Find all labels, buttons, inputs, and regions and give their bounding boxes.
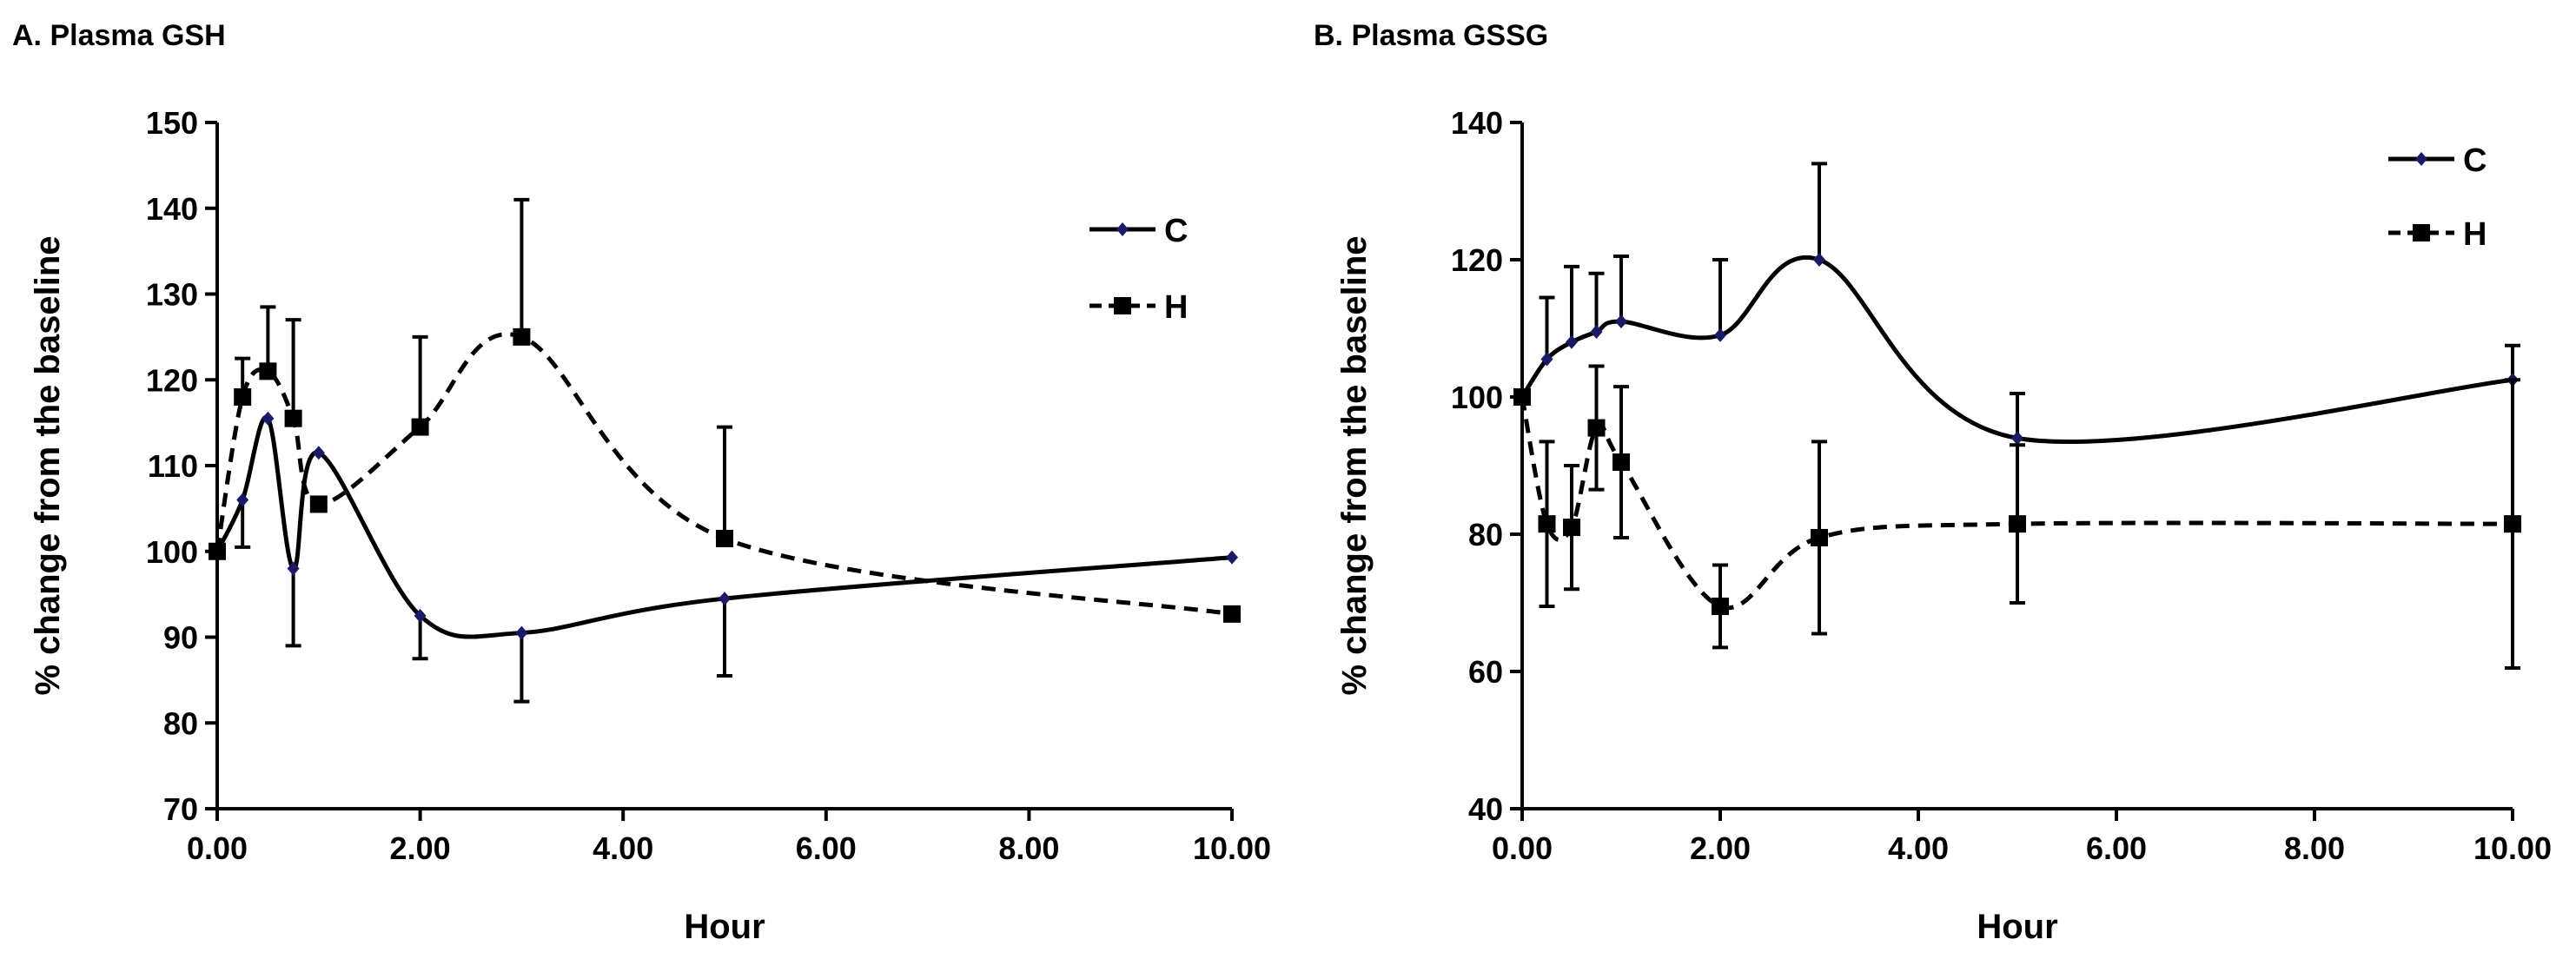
y-tick-label: 140 xyxy=(146,191,198,227)
data-point xyxy=(262,411,275,426)
x-tick-label: 0.00 xyxy=(1492,830,1553,866)
chart-title: A. Plasma GSH xyxy=(12,19,226,52)
x-tick-label: 2.00 xyxy=(390,830,451,866)
data-point xyxy=(1540,352,1553,367)
y-tick-label: 100 xyxy=(146,534,198,570)
series-c: C xyxy=(1516,142,2520,446)
y-axis-label: % change from the baseline xyxy=(29,235,67,695)
y-tick-label: 70 xyxy=(163,791,198,827)
data-point xyxy=(2009,515,2026,533)
y-tick-label: 150 xyxy=(146,105,198,141)
x-tick-label: 4.00 xyxy=(1888,830,1949,866)
series-c: C xyxy=(211,213,1238,704)
legend-label: H xyxy=(2463,216,2487,253)
x-tick-label: 4.00 xyxy=(593,830,653,866)
x-tick-label: 6.00 xyxy=(2086,830,2147,866)
data-point xyxy=(236,493,249,507)
data-point xyxy=(1714,327,1726,342)
data-point xyxy=(1513,388,1531,406)
data-point xyxy=(259,362,277,380)
legend-label: H xyxy=(1164,289,1188,326)
data-point xyxy=(1590,324,1603,339)
legend-label: C xyxy=(1164,213,1188,249)
x-tick-label: 2.00 xyxy=(1690,830,1751,866)
y-tick-label: 80 xyxy=(163,705,198,741)
y-axis-label: % change from the baseline xyxy=(1335,235,1374,695)
data-point xyxy=(1712,597,1729,615)
y-tick-label: 80 xyxy=(1468,517,1503,552)
x-tick-label: 10.00 xyxy=(1193,830,1271,866)
chart-title: B. Plasma GSSG xyxy=(1314,19,1548,52)
y-tick-label: 130 xyxy=(146,277,198,313)
series-h: H xyxy=(1513,216,2521,671)
series-line xyxy=(1520,396,2513,611)
y-tick-label: 60 xyxy=(1468,654,1503,690)
data-point xyxy=(716,529,733,547)
data-point xyxy=(1813,253,1825,267)
x-tick-label: 6.00 xyxy=(796,830,857,866)
y-tick-label: 100 xyxy=(1451,380,1503,415)
x-axis-label: Hour xyxy=(1977,908,2057,946)
data-point xyxy=(1538,515,1556,533)
legend-marker xyxy=(1114,297,1131,314)
y-tick-label: 140 xyxy=(1451,105,1503,141)
y-tick-label: 40 xyxy=(1468,791,1503,827)
data-point xyxy=(209,542,226,560)
data-point xyxy=(1587,419,1606,437)
x-tick-label: 8.00 xyxy=(998,830,1059,866)
data-point xyxy=(1566,334,1578,349)
x-tick-label: 10.00 xyxy=(2473,830,2552,866)
data-point xyxy=(515,625,528,640)
data-point xyxy=(284,409,302,427)
x-tick-label: 0.00 xyxy=(187,830,248,866)
data-point xyxy=(414,608,427,623)
legend-marker xyxy=(1116,222,1129,236)
data-point xyxy=(513,327,531,346)
panel-a: A. Plasma GSH 70 80 90 100 110 120 130 140 150 0.0… xyxy=(12,19,1271,946)
data-point xyxy=(1612,453,1630,472)
panel-b: B. Plasma GSSG 40 60 80 100 120 140 0.00 2.00 4.0… xyxy=(1314,19,2552,946)
data-point xyxy=(234,388,252,406)
legend-marker xyxy=(2415,152,2427,166)
data-point xyxy=(1615,314,1627,329)
data-point xyxy=(1811,528,1828,546)
legend-label: C xyxy=(2463,142,2487,179)
data-point xyxy=(1226,550,1238,565)
y-tick-label: 90 xyxy=(163,620,198,656)
legend-marker xyxy=(2413,224,2430,241)
data-point xyxy=(287,561,300,576)
x-axis-label: Hour xyxy=(684,908,765,946)
y-tick-label: 110 xyxy=(148,448,198,484)
data-point xyxy=(1223,605,1241,623)
data-point xyxy=(2011,431,2023,446)
data-point xyxy=(309,495,328,513)
series-h: H xyxy=(209,197,1241,623)
x-tick-label: 8.00 xyxy=(2284,830,2345,866)
data-point xyxy=(2504,515,2521,533)
data-point xyxy=(1563,519,1580,537)
y-tick-label: 120 xyxy=(146,362,198,398)
data-point xyxy=(312,446,325,460)
y-tick-label: 120 xyxy=(1451,242,1503,278)
data-point xyxy=(718,592,731,606)
data-point xyxy=(411,418,429,436)
